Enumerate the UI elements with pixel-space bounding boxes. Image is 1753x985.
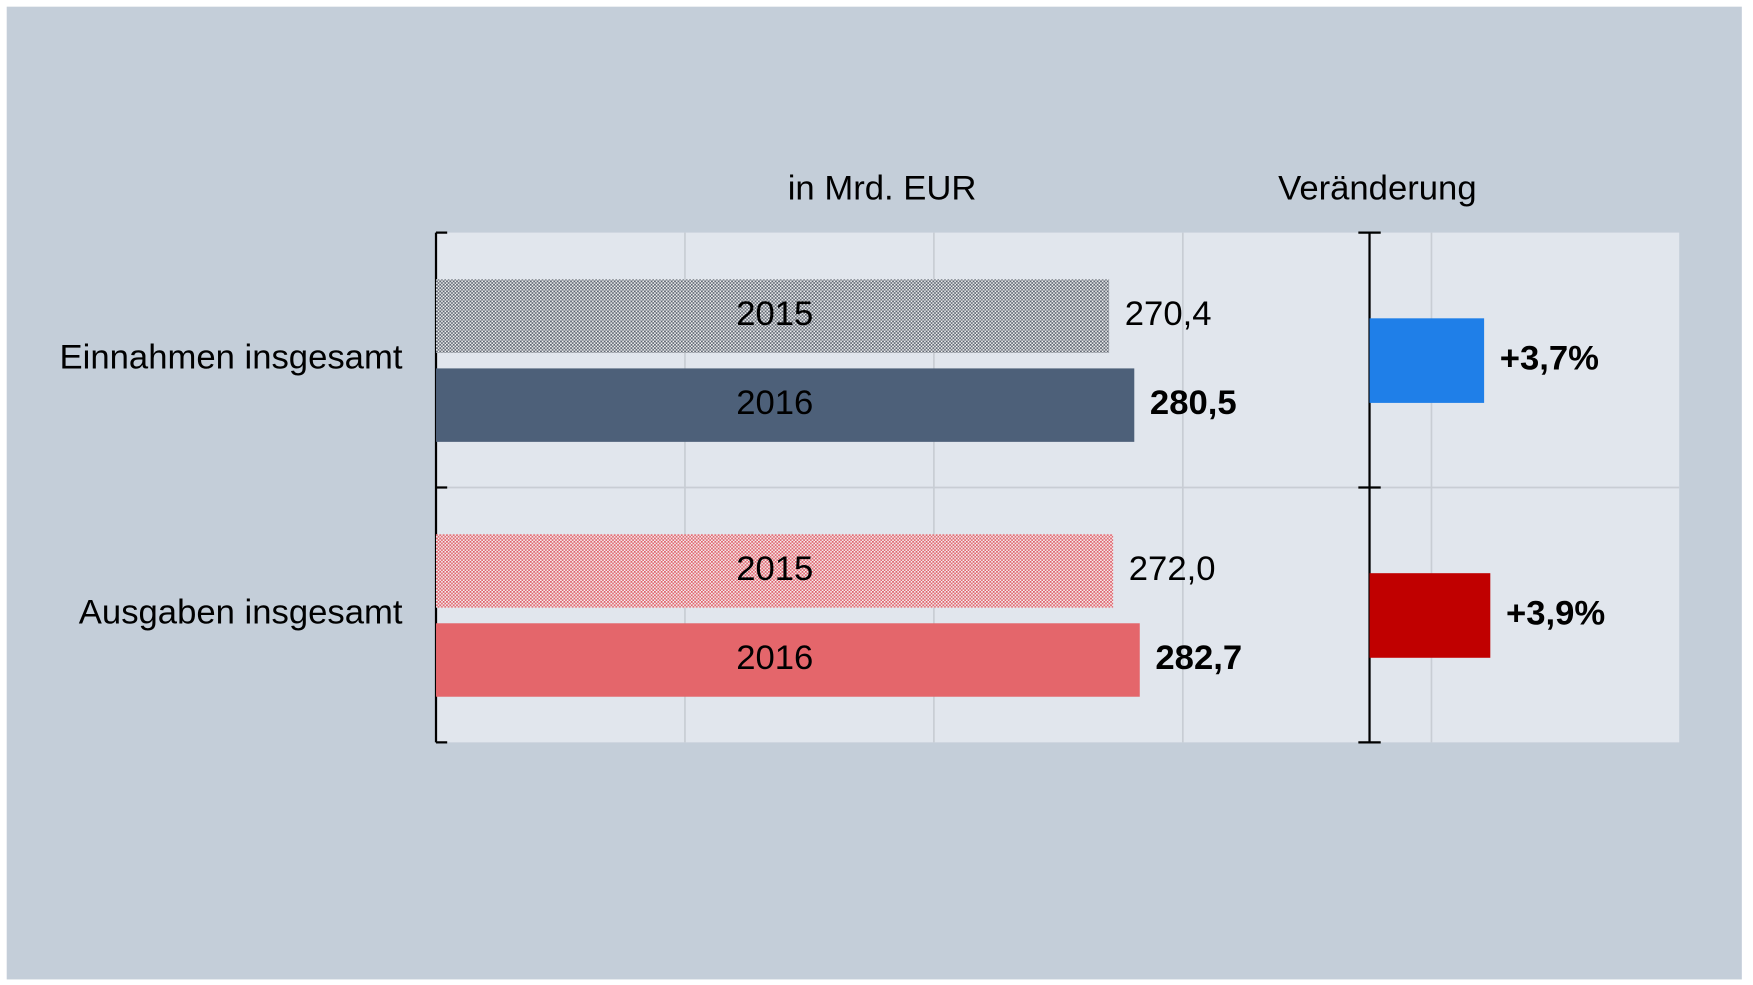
series-label: 2016 xyxy=(736,639,813,677)
bar xyxy=(1369,318,1485,403)
value-label: +3,7% xyxy=(1500,340,1599,378)
value-label: 282,7 xyxy=(1155,639,1242,677)
chart-title: Veränderung xyxy=(1278,170,1476,208)
bar xyxy=(436,534,1114,608)
value-label: 280,5 xyxy=(1150,384,1237,422)
series-label: 2015 xyxy=(736,550,813,588)
series-label: 2015 xyxy=(736,295,813,333)
series-label: 2016 xyxy=(736,384,813,422)
bar xyxy=(1369,573,1491,658)
bar xyxy=(436,279,1110,353)
chart-title: in Mrd. EUR xyxy=(788,170,977,208)
value-label: +3,9% xyxy=(1506,595,1605,633)
bar xyxy=(436,368,1135,442)
value-label: 272,0 xyxy=(1129,550,1216,588)
category-label: Ausgaben insgesamt xyxy=(79,594,403,632)
bar xyxy=(436,623,1140,697)
category-label: Einnahmen insgesamt xyxy=(60,339,403,377)
value-label: 270,4 xyxy=(1125,295,1212,333)
